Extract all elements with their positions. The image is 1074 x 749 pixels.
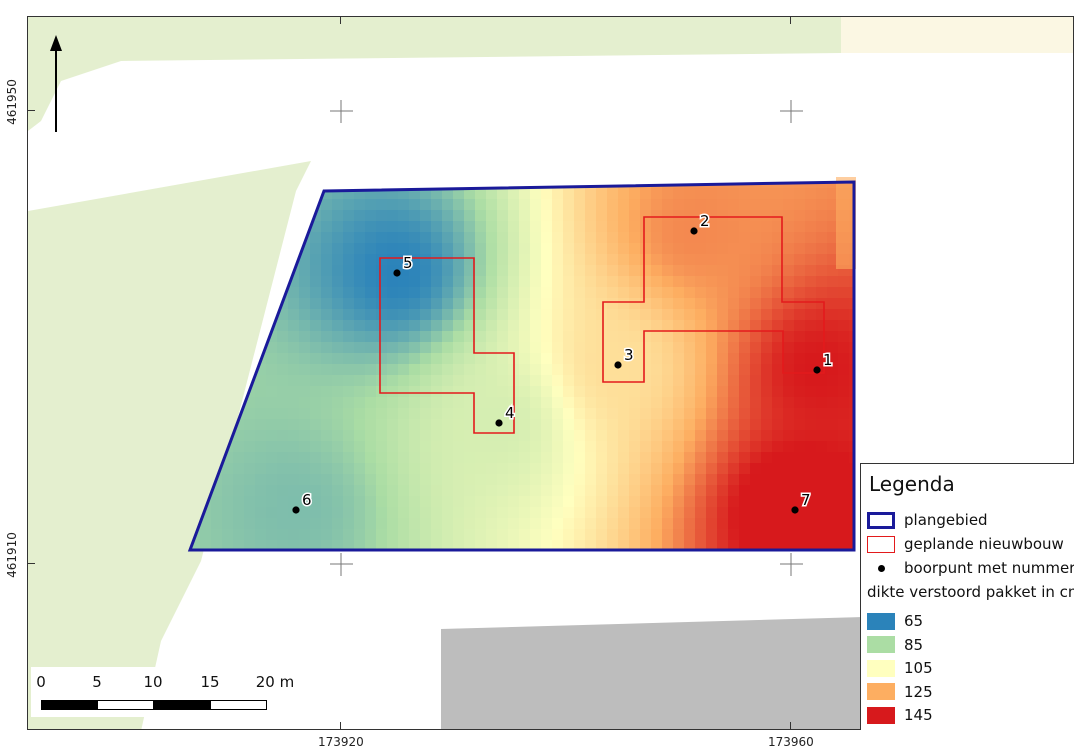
borehole-label: 1: [823, 351, 833, 369]
legend: Legenda plangebied geplande nieuwbouw bo…: [860, 463, 1074, 730]
borehole-label: 5: [403, 254, 413, 272]
borehole-label: 7: [801, 491, 811, 509]
borehole-dot: [495, 419, 503, 427]
legend-swatch: [867, 636, 895, 653]
legend-class-105: 105: [867, 658, 933, 678]
legend-class-label: 85: [904, 635, 924, 654]
legend-label: plangebied: [904, 511, 988, 529]
legend-class-85: 85: [867, 635, 923, 655]
plangebied-boundary: [187, 180, 856, 552]
legend-class-125: 125: [867, 682, 933, 702]
legend-item-plangebied: plangebied: [867, 510, 988, 530]
borehole-label: 4: [505, 404, 515, 422]
boreholes: 1 2 3 4 5 6 7: [292, 211, 834, 514]
nieuwbouw-symbol: [867, 535, 895, 553]
borehole-1[interactable]: 1: [813, 350, 834, 374]
scale-label-10: 10: [143, 673, 163, 691]
legend-swatch: [867, 683, 895, 700]
scale-label-5: 5: [92, 673, 102, 691]
scale-label-0: 0: [36, 673, 46, 691]
borehole-label: 2: [700, 212, 710, 230]
planned-buildings: [379, 216, 825, 434]
borehole-dot: [813, 366, 821, 374]
legend-item-nieuwbouw: geplande nieuwbouw: [867, 534, 1064, 554]
scale-segment: [41, 700, 98, 710]
borehole-2[interactable]: 2: [690, 211, 711, 235]
legend-class-145: 145: [867, 705, 933, 725]
background-green-areas: [28, 17, 1073, 729]
scale-segment: [210, 700, 267, 710]
legend-swatch: [867, 706, 895, 724]
borehole-6[interactable]: 6: [292, 490, 313, 514]
legend-class-label: 125: [904, 682, 933, 701]
legend-item-boorpunt: boorpunt met nummer: [867, 558, 1074, 578]
legend-swatch: [867, 612, 895, 630]
grid-crosses: [330, 100, 803, 576]
legend-class-label: 65: [904, 612, 924, 630]
scale-bar: 0 5 10 15 20 m: [31, 667, 294, 717]
scale-segment: [153, 700, 211, 710]
building-west: [379, 257, 515, 434]
legend-swatch: [867, 659, 895, 677]
borehole-dot: [690, 227, 698, 235]
borehole-4[interactable]: 4: [495, 403, 516, 427]
scale-label-15: 15: [200, 673, 220, 691]
borehole-dot: [614, 361, 622, 369]
y-tick-label-1: 461950: [5, 79, 19, 125]
north-arrow-icon: [50, 35, 62, 132]
y-tick-label-2: 461910: [5, 532, 19, 578]
x-tick-label-2: 173960: [768, 735, 814, 749]
map-frame: 1 2 3 4 5 6 7: [27, 16, 1074, 730]
legend-class-label: 105: [904, 659, 933, 677]
scale-label-20: 20 m: [255, 673, 295, 691]
boorpunt-dot-icon: [867, 560, 895, 577]
legend-label: boorpunt met nummer: [904, 559, 1074, 577]
borehole-label: 6: [302, 491, 312, 509]
borehole-dot: [791, 506, 799, 514]
borehole-5[interactable]: 5: [393, 253, 414, 277]
plangebied-symbol: [867, 511, 895, 529]
borehole-label: 3: [624, 346, 634, 364]
legend-title: Legenda: [869, 472, 955, 496]
map-canvas[interactable]: 1 2 3 4 5 6 7: [28, 17, 1074, 730]
borehole-7[interactable]: 7: [791, 490, 812, 514]
legend-raster-title: dikte verstoord pakket in cm: [867, 583, 1074, 601]
borehole-dot: [393, 269, 401, 277]
scale-segment: [97, 700, 154, 710]
x-tick-label-1: 173920: [318, 735, 364, 749]
raster-edge-fringe: [836, 177, 856, 269]
legend-class-65: 65: [867, 611, 923, 631]
borehole-3[interactable]: 3: [614, 345, 635, 369]
building-east: [602, 216, 825, 383]
borehole-dot: [292, 506, 300, 514]
legend-label: geplande nieuwbouw: [904, 535, 1064, 553]
legend-class-label: 145: [904, 706, 933, 724]
